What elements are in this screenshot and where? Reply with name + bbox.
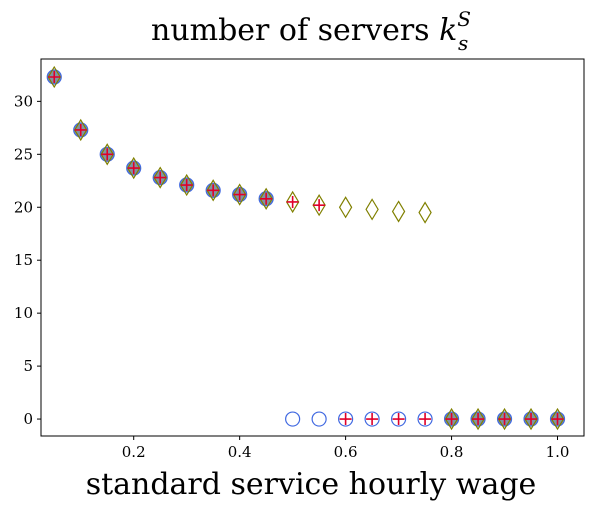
y-axis: 0 5 10 15 20 25 30: [14, 92, 41, 428]
plus-marker: [101, 148, 114, 161]
diamond-marker: [47, 65, 61, 89]
plus-marker: [233, 188, 246, 201]
plus-marker: [154, 171, 167, 184]
plus-marker: [498, 413, 511, 426]
diamond-marker: [550, 407, 565, 431]
diamond-marker: [471, 407, 485, 431]
diamond-marker: [444, 407, 459, 431]
y-tick-label: 0: [23, 410, 33, 428]
diamond-marker: [127, 156, 141, 180]
chart-title-math-sub: s: [458, 31, 468, 55]
plus-marker: [313, 199, 326, 212]
x-axis-title: standard service hourly wage: [86, 467, 537, 502]
chart-title-math-sup: S: [457, 7, 471, 31]
diamond-marker: [524, 407, 538, 431]
plus-marker: [180, 179, 193, 192]
data-marks: [46, 65, 566, 431]
chart-title: number of servers kS s: [151, 7, 471, 55]
diamond-marker: [285, 190, 300, 214]
x-tick-label: 0.4: [228, 443, 252, 461]
x-tick-label: 1.0: [546, 443, 570, 461]
diamond-marker: [206, 179, 220, 202]
plus-marker: [445, 413, 458, 426]
circle-marker: [364, 411, 380, 427]
x-tick-label: 0.6: [334, 443, 358, 461]
plus-marker: [48, 71, 61, 84]
x-tick-label: 0.2: [122, 443, 146, 461]
plus-marker: [525, 413, 538, 426]
diamond-marker: [179, 173, 194, 197]
diamond-marker: [153, 166, 167, 189]
plus-marker: [339, 413, 352, 426]
plus-marker: [127, 162, 140, 175]
circle-marker: [285, 411, 301, 427]
y-tick-label: 30: [14, 92, 33, 110]
diamond-marker: [232, 183, 247, 206]
circle-marker: [390, 411, 407, 427]
plot-frame: [40, 58, 585, 437]
plus-marker: [286, 195, 299, 208]
y-tick-label: 10: [14, 304, 33, 322]
plus-marker: [366, 413, 379, 426]
plus-marker: [551, 413, 564, 426]
y-tick-label: 5: [23, 357, 33, 375]
x-tick-label: 0.8: [440, 443, 464, 461]
diamond-marker: [391, 200, 406, 223]
circle-marker: [338, 411, 354, 427]
plus-marker: [260, 192, 273, 205]
diamond-marker: [259, 187, 273, 210]
diamond-marker: [74, 118, 88, 142]
plus-marker: [392, 413, 405, 426]
plus-marker: [472, 413, 485, 426]
plus-marker: [419, 413, 432, 426]
plus-marker: [74, 123, 87, 136]
plus-marker: [207, 184, 220, 197]
y-tick-label: 20: [14, 198, 33, 216]
y-tick-label: 15: [14, 251, 33, 269]
circle-marker: [417, 411, 433, 427]
chart-title-math-base: k: [439, 13, 457, 48]
chart-title-text: number of servers: [151, 13, 439, 48]
x-axis: 0.2 0.4 0.6 0.8 1.0: [122, 436, 570, 461]
diamond-marker: [100, 143, 114, 166]
circle-marker: [311, 411, 327, 427]
y-tick-label: 25: [14, 145, 33, 163]
diamond-marker: [418, 201, 432, 224]
diamond-marker: [312, 193, 326, 217]
diamond-marker: [365, 198, 379, 221]
diamond-marker: [497, 407, 512, 431]
diamond-marker: [338, 196, 353, 219]
